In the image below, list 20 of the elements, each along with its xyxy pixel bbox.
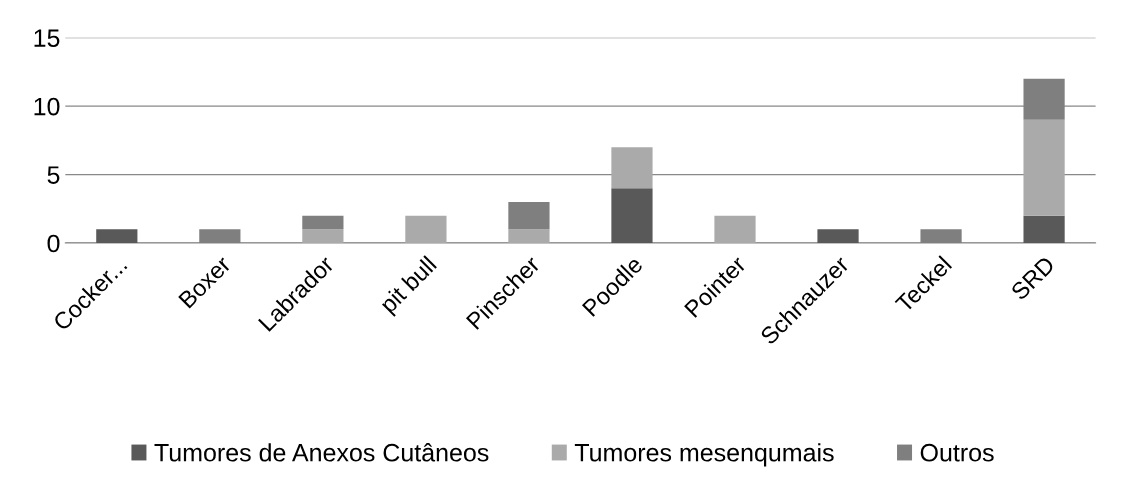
bar (405, 215, 447, 244)
legend-label: Tumores mesenqumais (574, 443, 834, 467)
y-tick-label: 5 (47, 166, 60, 184)
bar (508, 201, 550, 230)
bar (302, 215, 344, 230)
bar (508, 229, 550, 244)
y-tick-label: 10 (34, 97, 60, 116)
legend-label: Outros (920, 443, 994, 462)
bar (1023, 119, 1065, 216)
x-tick-label: pit bull (378, 255, 441, 317)
bar (611, 147, 653, 189)
y-tick-label: 15 (34, 29, 60, 47)
bar (1023, 215, 1065, 244)
bar (96, 229, 138, 244)
bar (714, 215, 756, 244)
bar (817, 229, 859, 244)
y-tick-label: 0 (47, 234, 60, 253)
bar (302, 229, 344, 244)
bar (611, 188, 653, 244)
legend-label: Tumores de Anexos Cutâneos (154, 443, 489, 462)
